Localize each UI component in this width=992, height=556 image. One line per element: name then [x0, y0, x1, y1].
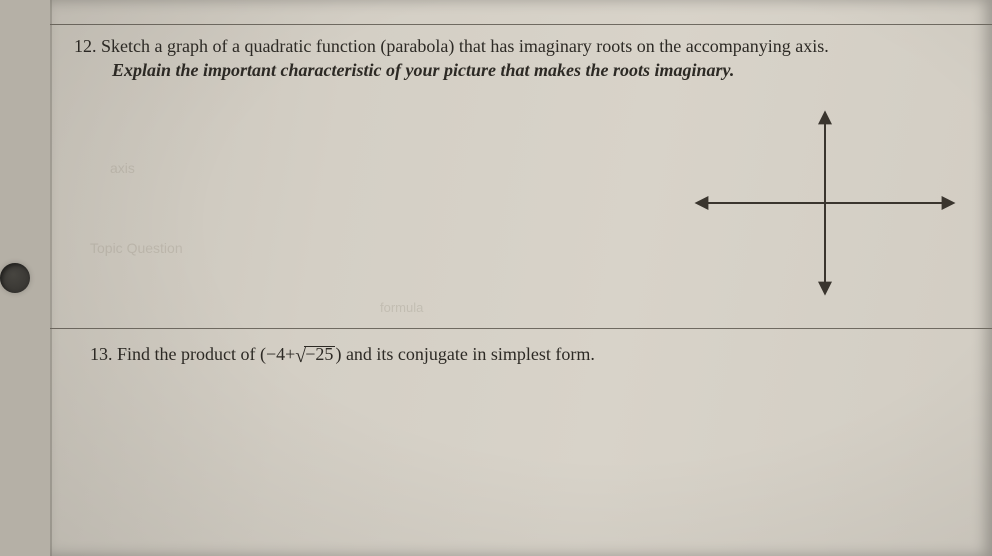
rule-above-q13	[50, 328, 992, 329]
page-left-edge	[50, 0, 52, 556]
q12-number: 12.	[74, 36, 97, 56]
q13-prompt-prefix: Find the product of	[117, 344, 260, 364]
q13-prompt-suffix: and its conjugate in simplest form.	[346, 344, 595, 364]
blank-coordinate-axes	[690, 108, 960, 298]
question-13: 13. Find the product of (−4+√−25) and it…	[90, 342, 980, 366]
square-root: √−25	[295, 342, 335, 366]
paren-close: )	[335, 344, 341, 364]
q12-prompt-part2: Explain the important characteristic of …	[74, 58, 980, 82]
radicand: −25	[304, 346, 335, 361]
q12-line1: 12. Sketch a graph of a quadratic functi…	[74, 34, 980, 58]
radical-symbol: √	[295, 345, 306, 367]
rule-above-q12	[50, 24, 992, 25]
q13-expression: (−4+√−25)	[260, 344, 346, 364]
ghost-text-3: formula	[380, 300, 423, 315]
worksheet-page: 12. Sketch a graph of a quadratic functi…	[50, 0, 992, 556]
term-neg4: −4	[266, 344, 285, 364]
ghost-text-2: Topic Question	[90, 240, 183, 256]
q12-prompt-part1: Sketch a graph of a quadratic function (…	[101, 36, 829, 56]
plus-sign: +	[285, 344, 295, 364]
q13-number: 13.	[90, 344, 113, 364]
binder-hole-icon	[0, 263, 30, 293]
question-12: 12. Sketch a graph of a quadratic functi…	[74, 34, 980, 82]
ghost-text-1: axis	[110, 160, 135, 176]
